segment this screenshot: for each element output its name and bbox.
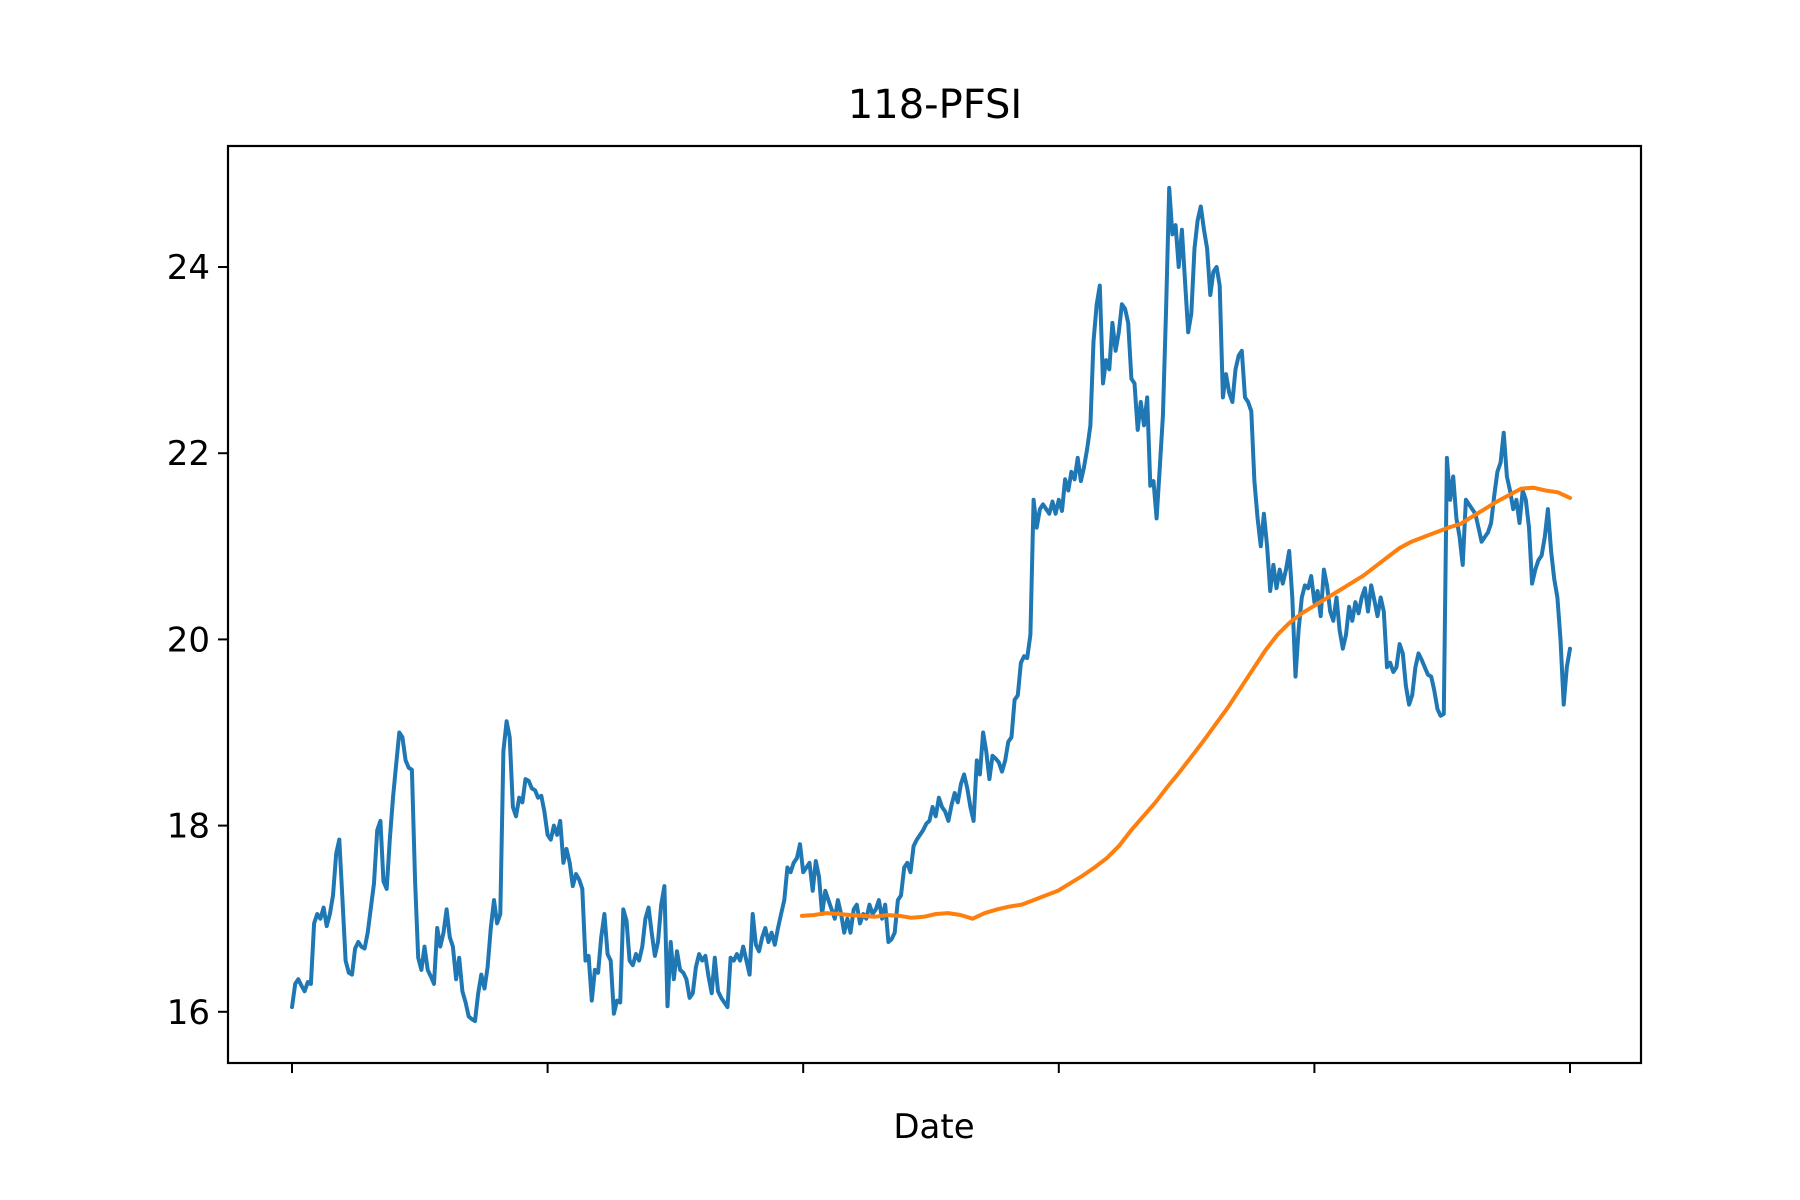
series-line-0 <box>290 185 1572 1024</box>
series-layer <box>290 185 1572 1024</box>
axis-ticks: 16 18 20 22 24 <box>167 248 1571 1073</box>
y-tick-label-1: 18 <box>167 807 210 847</box>
plot-frame <box>226 144 1643 1065</box>
y-tick-label-2: 20 <box>167 620 210 660</box>
y-tick-label-4: 24 <box>167 248 210 288</box>
x-axis-label: Date <box>893 1107 974 1147</box>
y-tick-label-3: 22 <box>167 434 210 474</box>
series-line-1 <box>799 485 1572 921</box>
y-tick-label-0: 16 <box>167 993 210 1033</box>
chart-title: 118-PFSI <box>848 82 1022 128</box>
